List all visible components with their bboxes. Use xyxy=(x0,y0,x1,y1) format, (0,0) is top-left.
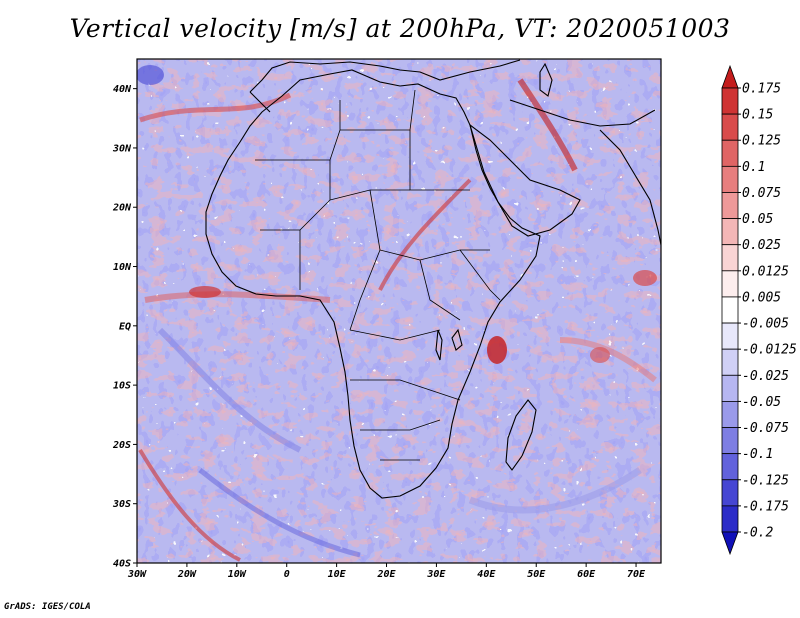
colorbar-swatch xyxy=(721,192,739,219)
lat-tick-label: 20S xyxy=(112,440,131,451)
colorbar-label: 0.005 xyxy=(742,290,781,305)
colorbar: 0.175 0.15 0.125 0.1 0.075 0.05 0.025 0.0125 0.0… xyxy=(721,64,797,556)
velocity-field xyxy=(137,59,661,563)
longitude-axis: 30W 20W 10W 0 10E 20E 30E 40E 50E 60E 70E xyxy=(127,563,646,580)
credit-text: GrADS: IGES/COLA xyxy=(4,602,91,612)
colorbar-top-arrow xyxy=(721,64,739,89)
lat-tick-label: 20N xyxy=(112,203,132,214)
colorbar-swatch xyxy=(721,296,739,324)
colorbar-label: 0.175 xyxy=(742,82,781,97)
lon-tick-label: 70E xyxy=(627,569,646,580)
lon-tick-label: 60E xyxy=(577,569,596,580)
lat-tick-label: EQ xyxy=(119,321,131,332)
colorbar-label: 0.025 xyxy=(742,238,781,253)
lat-tick-label: 10S xyxy=(113,381,131,392)
page-title: Vertical velocity [m/s] at 200hPa, VT: 2… xyxy=(69,14,731,43)
lon-tick-label: 0 xyxy=(284,569,290,580)
coastlines xyxy=(205,59,661,499)
lat-tick-label: 30N xyxy=(112,143,132,154)
colorbar-label: 0.1 xyxy=(742,160,765,175)
lon-tick-label: 10E xyxy=(328,569,347,580)
lon-tick-label: 10W xyxy=(228,569,247,580)
colorbar-swatch xyxy=(721,427,739,455)
colorbar-label: -0.175 xyxy=(742,499,789,514)
latitude-axis: 40N 30N 20N 10N EQ 10S 20S 30S 40S xyxy=(112,84,137,570)
lat-tick-label: 40N xyxy=(113,84,132,95)
colorbar-swatch xyxy=(721,165,739,193)
colorbar-swatch xyxy=(721,401,739,428)
colorbar-swatch xyxy=(721,87,739,115)
colorbar-label: 0.15 xyxy=(742,108,773,123)
colorbar-swatch xyxy=(721,218,739,246)
lon-tick-label: 50E xyxy=(527,569,546,580)
colorbar-label: 0.125 xyxy=(742,134,781,149)
colorbar-swatch xyxy=(721,453,739,481)
lat-tick-label: 10N xyxy=(113,262,132,273)
colorbar-label: -0.0125 xyxy=(742,343,797,358)
colorbar-label: 0.075 xyxy=(742,186,781,201)
colorbar-swatch xyxy=(721,479,739,507)
colorbar-swatch xyxy=(721,244,739,272)
lon-tick-label: 30W xyxy=(127,569,147,580)
lon-tick-label: 40E xyxy=(477,569,496,580)
colorbar-label: 0.0125 xyxy=(742,264,789,279)
colorbar-swatch xyxy=(721,139,739,167)
colorbar-label: -0.125 xyxy=(742,473,789,488)
colorbar-label: -0.05 xyxy=(742,395,781,410)
colorbar-swatch xyxy=(721,113,739,141)
lon-tick-label: 30E xyxy=(426,569,446,580)
colorbar-label: -0.075 xyxy=(742,421,789,436)
colorbar-label: 0.05 xyxy=(742,212,773,227)
colorbar-bottom-arrow xyxy=(721,531,739,556)
colorbar-label: -0.025 xyxy=(742,369,789,384)
colorbar-label: -0.005 xyxy=(742,317,789,332)
lat-tick-label: 30S xyxy=(112,499,131,510)
lat-tick-label: 40S xyxy=(113,559,131,570)
colorbar-swatch xyxy=(721,270,739,298)
colorbar-label: -0.1 xyxy=(742,447,773,462)
colorbar-swatch xyxy=(721,322,739,350)
lon-tick-label: 20W xyxy=(177,569,197,580)
country-borders xyxy=(255,89,501,461)
plot-frame xyxy=(136,58,662,564)
lon-tick-label: 20E xyxy=(376,569,396,580)
colorbar-swatch xyxy=(721,348,739,376)
colorbar-swatch xyxy=(721,505,739,533)
colorbar-swatch xyxy=(721,374,739,402)
colorbar-label: -0.2 xyxy=(742,526,773,541)
